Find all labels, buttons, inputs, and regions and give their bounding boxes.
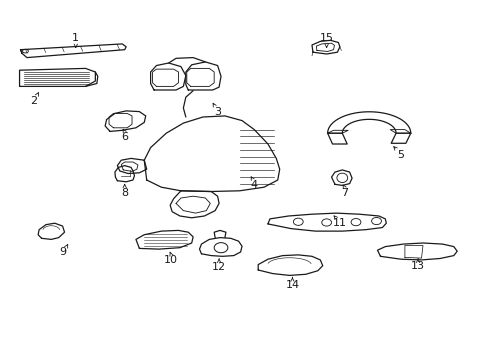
Text: 13: 13: [410, 261, 424, 271]
Text: 4: 4: [250, 180, 257, 190]
Text: 3: 3: [214, 107, 221, 117]
Text: 11: 11: [332, 218, 346, 228]
Text: 5: 5: [397, 150, 404, 160]
Text: 15: 15: [319, 33, 333, 43]
Text: 9: 9: [59, 247, 66, 257]
Text: 1: 1: [72, 33, 79, 43]
Text: 7: 7: [341, 188, 347, 198]
Text: 14: 14: [285, 280, 299, 290]
Text: 6: 6: [121, 132, 128, 142]
Text: 8: 8: [121, 188, 128, 198]
Text: 12: 12: [212, 262, 225, 272]
Text: 10: 10: [164, 255, 178, 265]
Text: 2: 2: [30, 96, 37, 106]
